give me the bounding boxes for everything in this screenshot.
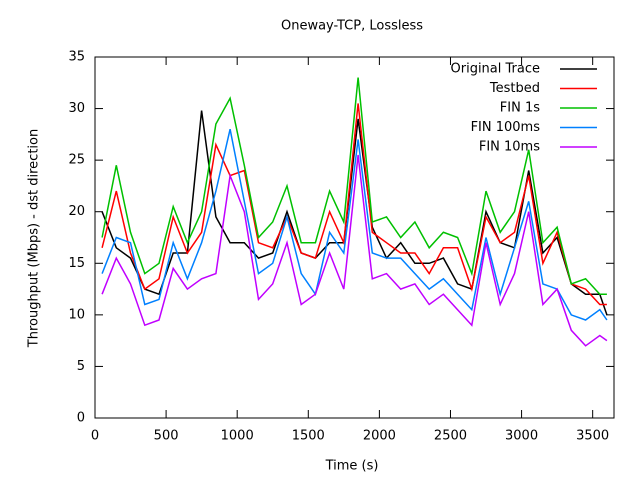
y-tick-label: 15 [68,256,85,271]
x-tick-label: 2500 [434,429,467,444]
y-tick-label: 30 [68,101,85,116]
y-tick-label: 10 [68,307,85,322]
y-tick-label: 20 [68,204,85,219]
series-line [101,154,608,347]
x-tick-label: 3000 [505,429,538,444]
legend-label: FIN 10ms [479,140,540,155]
y-tick-label: 35 [68,50,85,65]
legend-label: FIN 1s [500,101,540,116]
legend-label: Testbed [489,81,540,96]
series-line [101,129,608,321]
chart-title: Oneway-TCP, Lossless [281,19,423,34]
y-axis-label: Throughput (Mbps) - dst direction [27,129,42,348]
plot-frame [94,56,615,419]
y-tick-label: 0 [77,411,85,426]
y-tick-label: 25 [68,153,85,168]
x-tick-label: 2000 [363,429,396,444]
x-tick-label: 500 [154,429,179,444]
x-tick-label: 1500 [292,429,325,444]
y-tick-label: 5 [77,359,85,374]
x-tick-label: 1000 [221,429,254,444]
series-line [101,103,607,306]
x-axis-label: Time (s) [325,459,379,474]
series-line [101,77,607,295]
legend-label: FIN 100ms [471,120,541,135]
x-tick-label: 0 [91,429,99,444]
x-tick-label: 3500 [576,429,609,444]
legend-label: Original Trace [451,62,541,77]
